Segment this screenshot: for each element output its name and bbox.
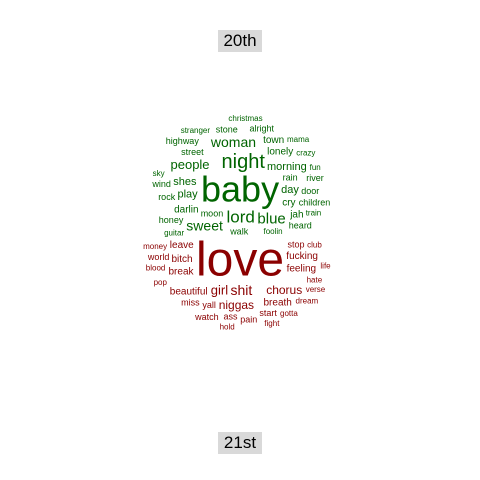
word: breath — [264, 298, 292, 309]
word: play — [178, 188, 199, 200]
word: street — [181, 147, 204, 157]
word: river — [306, 173, 324, 183]
word: fucking — [286, 251, 318, 262]
word: crazy — [296, 149, 315, 158]
word: mama — [287, 135, 310, 144]
group-label-top: 20th — [218, 30, 262, 52]
word: cry — [282, 197, 295, 208]
word: jah — [289, 209, 303, 220]
word: sky — [153, 169, 165, 178]
word: heard — [289, 221, 312, 231]
word: stop — [288, 240, 305, 250]
word: break — [169, 267, 195, 278]
word: fight — [264, 319, 280, 328]
word: lord — [227, 208, 255, 227]
word: blue — [257, 211, 285, 228]
word: guitar — [164, 229, 184, 238]
word: alright — [250, 123, 275, 133]
word: hate — [307, 275, 323, 284]
word: christmas — [228, 114, 262, 123]
word: sweet — [186, 218, 223, 234]
word: people — [171, 157, 210, 172]
word: highway — [166, 136, 200, 146]
word: foolin — [264, 227, 283, 236]
word: ass — [224, 312, 239, 322]
word: bitch — [172, 254, 193, 265]
word: watch — [194, 312, 219, 322]
word: darlin — [174, 205, 198, 216]
word: leave — [170, 240, 194, 251]
word: club — [307, 241, 322, 250]
word: shes — [173, 176, 197, 188]
word: town — [263, 135, 284, 146]
word: verse — [306, 285, 326, 294]
word: day — [281, 184, 299, 196]
group-label-bottom: 21st — [218, 432, 262, 454]
word: life — [320, 262, 331, 271]
word: honey — [159, 215, 184, 225]
word: money — [143, 242, 167, 251]
word: miss — [181, 297, 200, 307]
word: night — [222, 151, 266, 173]
word: walk — [229, 227, 249, 237]
word: world — [147, 252, 170, 262]
word: hold — [220, 323, 235, 332]
word: chorus — [266, 283, 302, 297]
word: train — [306, 209, 322, 218]
word: pain — [240, 314, 257, 324]
word: shit — [231, 282, 253, 298]
word: moon — [201, 208, 224, 218]
word: morning — [267, 161, 307, 173]
word: yall — [202, 300, 216, 310]
word: feeling — [287, 264, 316, 275]
word: gotta — [280, 309, 298, 318]
word: pop — [154, 278, 168, 287]
word: rock — [158, 192, 176, 202]
word: baby — [201, 169, 279, 210]
word: love — [196, 233, 284, 286]
word: blood — [146, 264, 166, 273]
word: stone — [216, 125, 238, 135]
word: niggas — [219, 298, 254, 312]
word: fun — [310, 163, 321, 172]
word: wind — [151, 179, 171, 189]
word: rain — [283, 173, 298, 183]
word: start — [259, 308, 277, 318]
word: dream — [296, 297, 319, 306]
word: girl — [211, 282, 228, 297]
word: woman — [210, 134, 256, 150]
word: beautiful — [170, 287, 208, 298]
word: stranger — [181, 126, 211, 135]
word: children — [299, 197, 331, 207]
word: lonely — [267, 146, 293, 157]
word: door — [301, 186, 319, 196]
